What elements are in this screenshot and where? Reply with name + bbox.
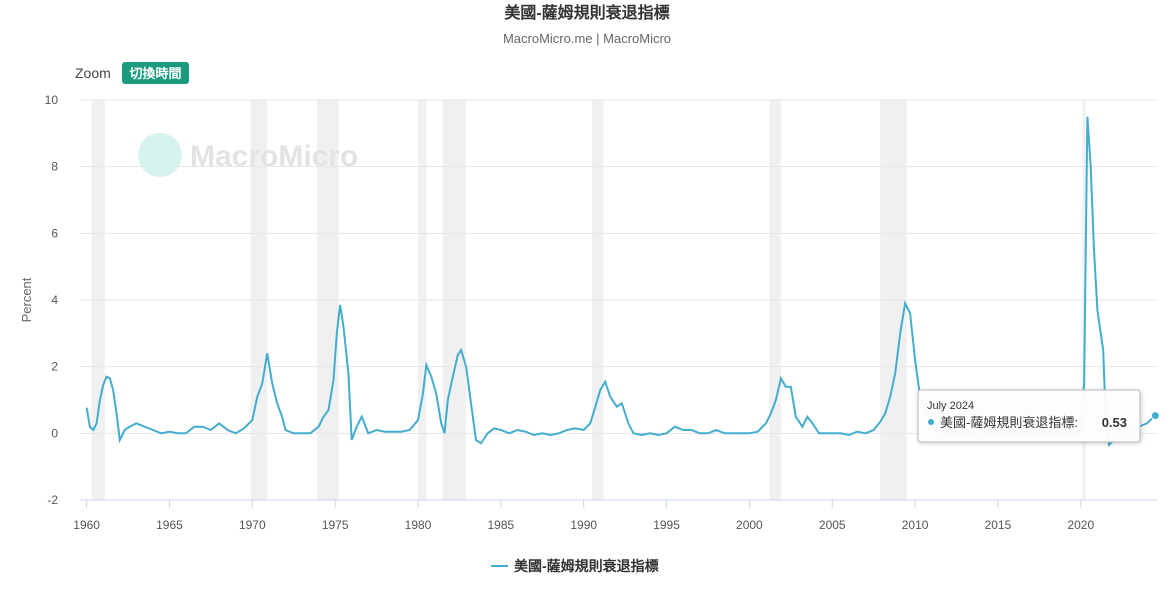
y-tick-label: 0 <box>51 426 58 440</box>
x-tick-label: 2000 <box>736 518 763 532</box>
x-tick-label: 2015 <box>985 518 1012 532</box>
x-tick-label: 2020 <box>1067 518 1094 532</box>
y-tick-label: 2 <box>51 360 58 374</box>
y-tick-label: -2 <box>47 493 58 507</box>
watermark-icon <box>138 133 182 177</box>
y-tick-label: 4 <box>51 293 58 307</box>
tooltip-dot <box>928 419 934 425</box>
x-tick-label: 1960 <box>73 518 100 532</box>
x-tick-label: 2010 <box>902 518 929 532</box>
x-tick-label: 1990 <box>570 518 597 532</box>
tooltip-box <box>917 389 1141 443</box>
x-tick-label: 1985 <box>488 518 515 532</box>
tooltip-value: 0.53 <box>1102 415 1127 430</box>
x-tick-label: 1970 <box>239 518 266 532</box>
y-tick-label: 8 <box>51 160 58 174</box>
hover-point <box>1150 411 1160 421</box>
y-axis-label: Percent <box>19 277 34 322</box>
zoom-label: Zoom <box>75 65 111 81</box>
chart-title: 美國-薩姆規則衰退指標 <box>504 3 669 22</box>
x-tick-label: 2005 <box>819 518 846 532</box>
x-tick-label: 1995 <box>653 518 680 532</box>
x-tick-label: 1980 <box>405 518 432 532</box>
y-tick-label: 6 <box>51 226 58 240</box>
watermark: MacroMicro <box>190 140 358 173</box>
zoom-button[interactable] <box>122 62 189 84</box>
legend-label: 美國-薩姆規則衰退指標 <box>514 558 659 574</box>
chart-subtitle: MacroMicro.me | MacroMicro <box>503 31 671 46</box>
x-tick-label: 1965 <box>156 518 183 532</box>
y-tick-label: 10 <box>45 93 59 107</box>
zoom-button-text[interactable]: 切換時間 <box>129 66 181 81</box>
tooltip-label: 美國-薩姆規則衰退指標: <box>940 415 1078 430</box>
tooltip-date: July 2024 <box>927 400 974 412</box>
x-tick-label: 1975 <box>322 518 349 532</box>
